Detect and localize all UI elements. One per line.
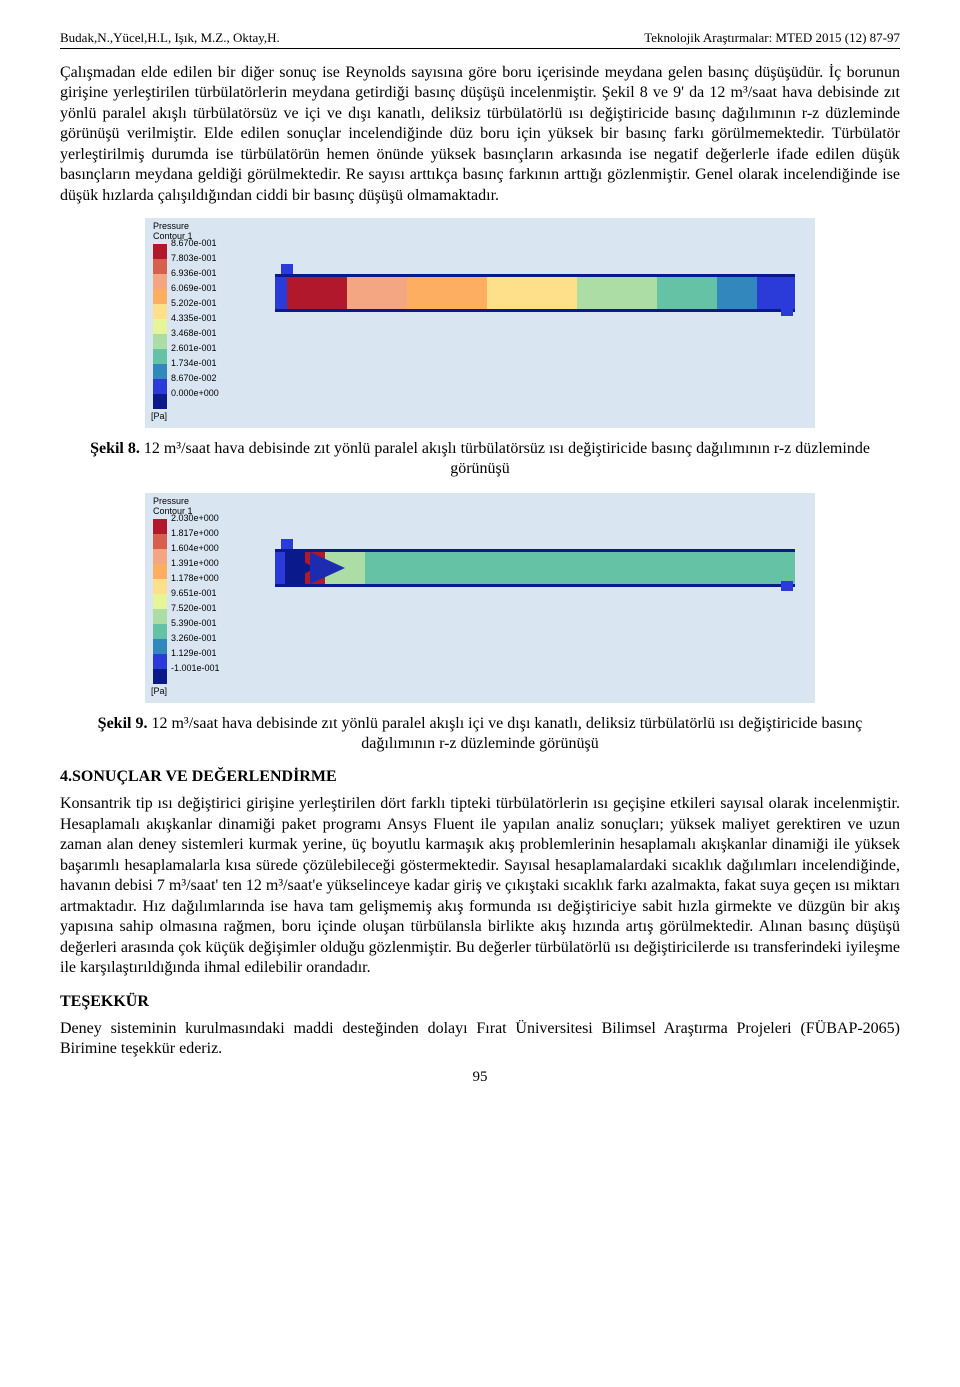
colorbar-segment	[153, 289, 167, 304]
colorbar-segment	[153, 639, 167, 654]
colorbar-segment	[153, 364, 167, 379]
colorbar-segment	[153, 304, 167, 319]
page-number: 95	[60, 1069, 900, 1086]
colorbar-label: 1.817e+000	[171, 528, 219, 538]
pipe-body	[275, 549, 795, 587]
colorbar-segment	[153, 594, 167, 609]
figure-9-colorbar	[153, 519, 167, 684]
colorbar-label: 5.202e-001	[171, 298, 217, 308]
figure-8: Pressure Contour 1 8.670e-0017.803e-0016…	[60, 218, 900, 433]
colorbar-label: 3.468e-001	[171, 328, 217, 338]
paragraph-2: Konsantrik tip ısı değiştirici girişine …	[60, 794, 900, 978]
colorbar-segment	[153, 609, 167, 624]
pipe-inlet	[281, 264, 293, 274]
figure-9-caption-bold: Şekil 9.	[98, 715, 148, 732]
turbulator-shapes	[275, 552, 795, 584]
pressure-band	[287, 277, 347, 309]
colorbar-label: 4.335e-001	[171, 313, 217, 323]
pipe-outlet	[781, 581, 793, 591]
pressure-band	[717, 277, 757, 309]
header-right: Teknolojik Araştırmalar: MTED 2015 (12) …	[644, 30, 900, 46]
colorbar-segment	[153, 379, 167, 394]
colorbar-label: 9.651e-001	[171, 588, 217, 598]
figure-8-colorbar	[153, 244, 167, 409]
colorbar-label: 6.069e-001	[171, 283, 217, 293]
colorbar-label: 6.936e-001	[171, 268, 217, 278]
colorbar-segment	[153, 564, 167, 579]
colorbar-label: 1.734e-001	[171, 358, 217, 368]
fig9-title-l1: Pressure	[153, 496, 189, 506]
colorbar-label: 8.670e-002	[171, 373, 217, 383]
colorbar-segment	[153, 394, 167, 409]
colorbar-unit: [Pa]	[151, 411, 167, 421]
colorbar-label: 0.000e+000	[171, 388, 219, 398]
colorbar-label: 2.030e+000	[171, 513, 219, 523]
header-left: Budak,N.,Yücel,H.L, Işık, M.Z., Oktay,H.	[60, 30, 280, 46]
colorbar-segment	[153, 624, 167, 639]
pressure-band	[407, 277, 487, 309]
colorbar-segment	[153, 319, 167, 334]
colorbar-segment	[153, 549, 167, 564]
colorbar-segment	[153, 274, 167, 289]
colorbar-label: 1.604e+000	[171, 543, 219, 553]
pressure-band	[275, 277, 287, 309]
section-4-heading: 4.SONUÇLAR VE DEĞERLENDİRME	[60, 768, 900, 786]
pressure-band	[487, 277, 577, 309]
colorbar-label: 7.803e-001	[171, 253, 217, 263]
pipe-inlet	[281, 539, 293, 549]
page-header: Budak,N.,Yücel,H.L, Işık, M.Z., Oktay,H.…	[60, 30, 900, 49]
pipe-outlet	[781, 306, 793, 316]
figure-9: Pressure Contour 1 2.030e+0001.817e+0001…	[60, 493, 900, 708]
colorbar-segment	[153, 669, 167, 684]
colorbar-segment	[153, 534, 167, 549]
colorbar-label: 1.178e+000	[171, 573, 219, 583]
colorbar-segment	[153, 349, 167, 364]
colorbar-label: 3.260e-001	[171, 633, 217, 643]
figure-9-caption: Şekil 9. 12 m³/saat hava debisinde zıt y…	[60, 714, 900, 754]
colorbar-segment	[153, 244, 167, 259]
pressure-band	[577, 277, 657, 309]
figure-8-caption: Şekil 8. 12 m³/saat hava debisinde zıt y…	[60, 439, 900, 479]
colorbar-label: 7.520e-001	[171, 603, 217, 613]
colorbar-label: 1.391e+000	[171, 558, 219, 568]
paragraph-3: Deney sisteminin kurulmasındaki maddi de…	[60, 1019, 900, 1060]
figure-9-contour: Pressure Contour 1 2.030e+0001.817e+0001…	[145, 493, 815, 703]
pipe-body	[275, 274, 795, 312]
figure-8-caption-bold: Şekil 8.	[90, 440, 140, 457]
colorbar-unit: [Pa]	[151, 686, 167, 696]
tesekkur-heading: TEŞEKKÜR	[60, 993, 900, 1011]
pressure-band	[757, 277, 795, 309]
colorbar-segment	[153, 334, 167, 349]
colorbar-segment	[153, 654, 167, 669]
figure-8-caption-text: 12 m³/saat hava debisinde zıt yönlü para…	[140, 440, 870, 477]
figure-9-caption-text: 12 m³/saat hava debisinde zıt yönlü para…	[147, 715, 862, 752]
fig8-title-l1: Pressure	[153, 221, 189, 231]
colorbar-label: 8.670e-001	[171, 238, 217, 248]
pressure-band	[657, 277, 717, 309]
colorbar-label: 5.390e-001	[171, 618, 217, 628]
colorbar-segment	[153, 519, 167, 534]
figure-8-contour: Pressure Contour 1 8.670e-0017.803e-0016…	[145, 218, 815, 428]
colorbar-label: 2.601e-001	[171, 343, 217, 353]
colorbar-segment	[153, 579, 167, 594]
paragraph-1: Çalışmadan elde edilen bir diğer sonuç i…	[60, 63, 900, 206]
colorbar-segment	[153, 259, 167, 274]
pressure-band	[347, 277, 407, 309]
colorbar-label: -1.001e-001	[171, 663, 220, 673]
colorbar-label: 1.129e-001	[171, 648, 217, 658]
